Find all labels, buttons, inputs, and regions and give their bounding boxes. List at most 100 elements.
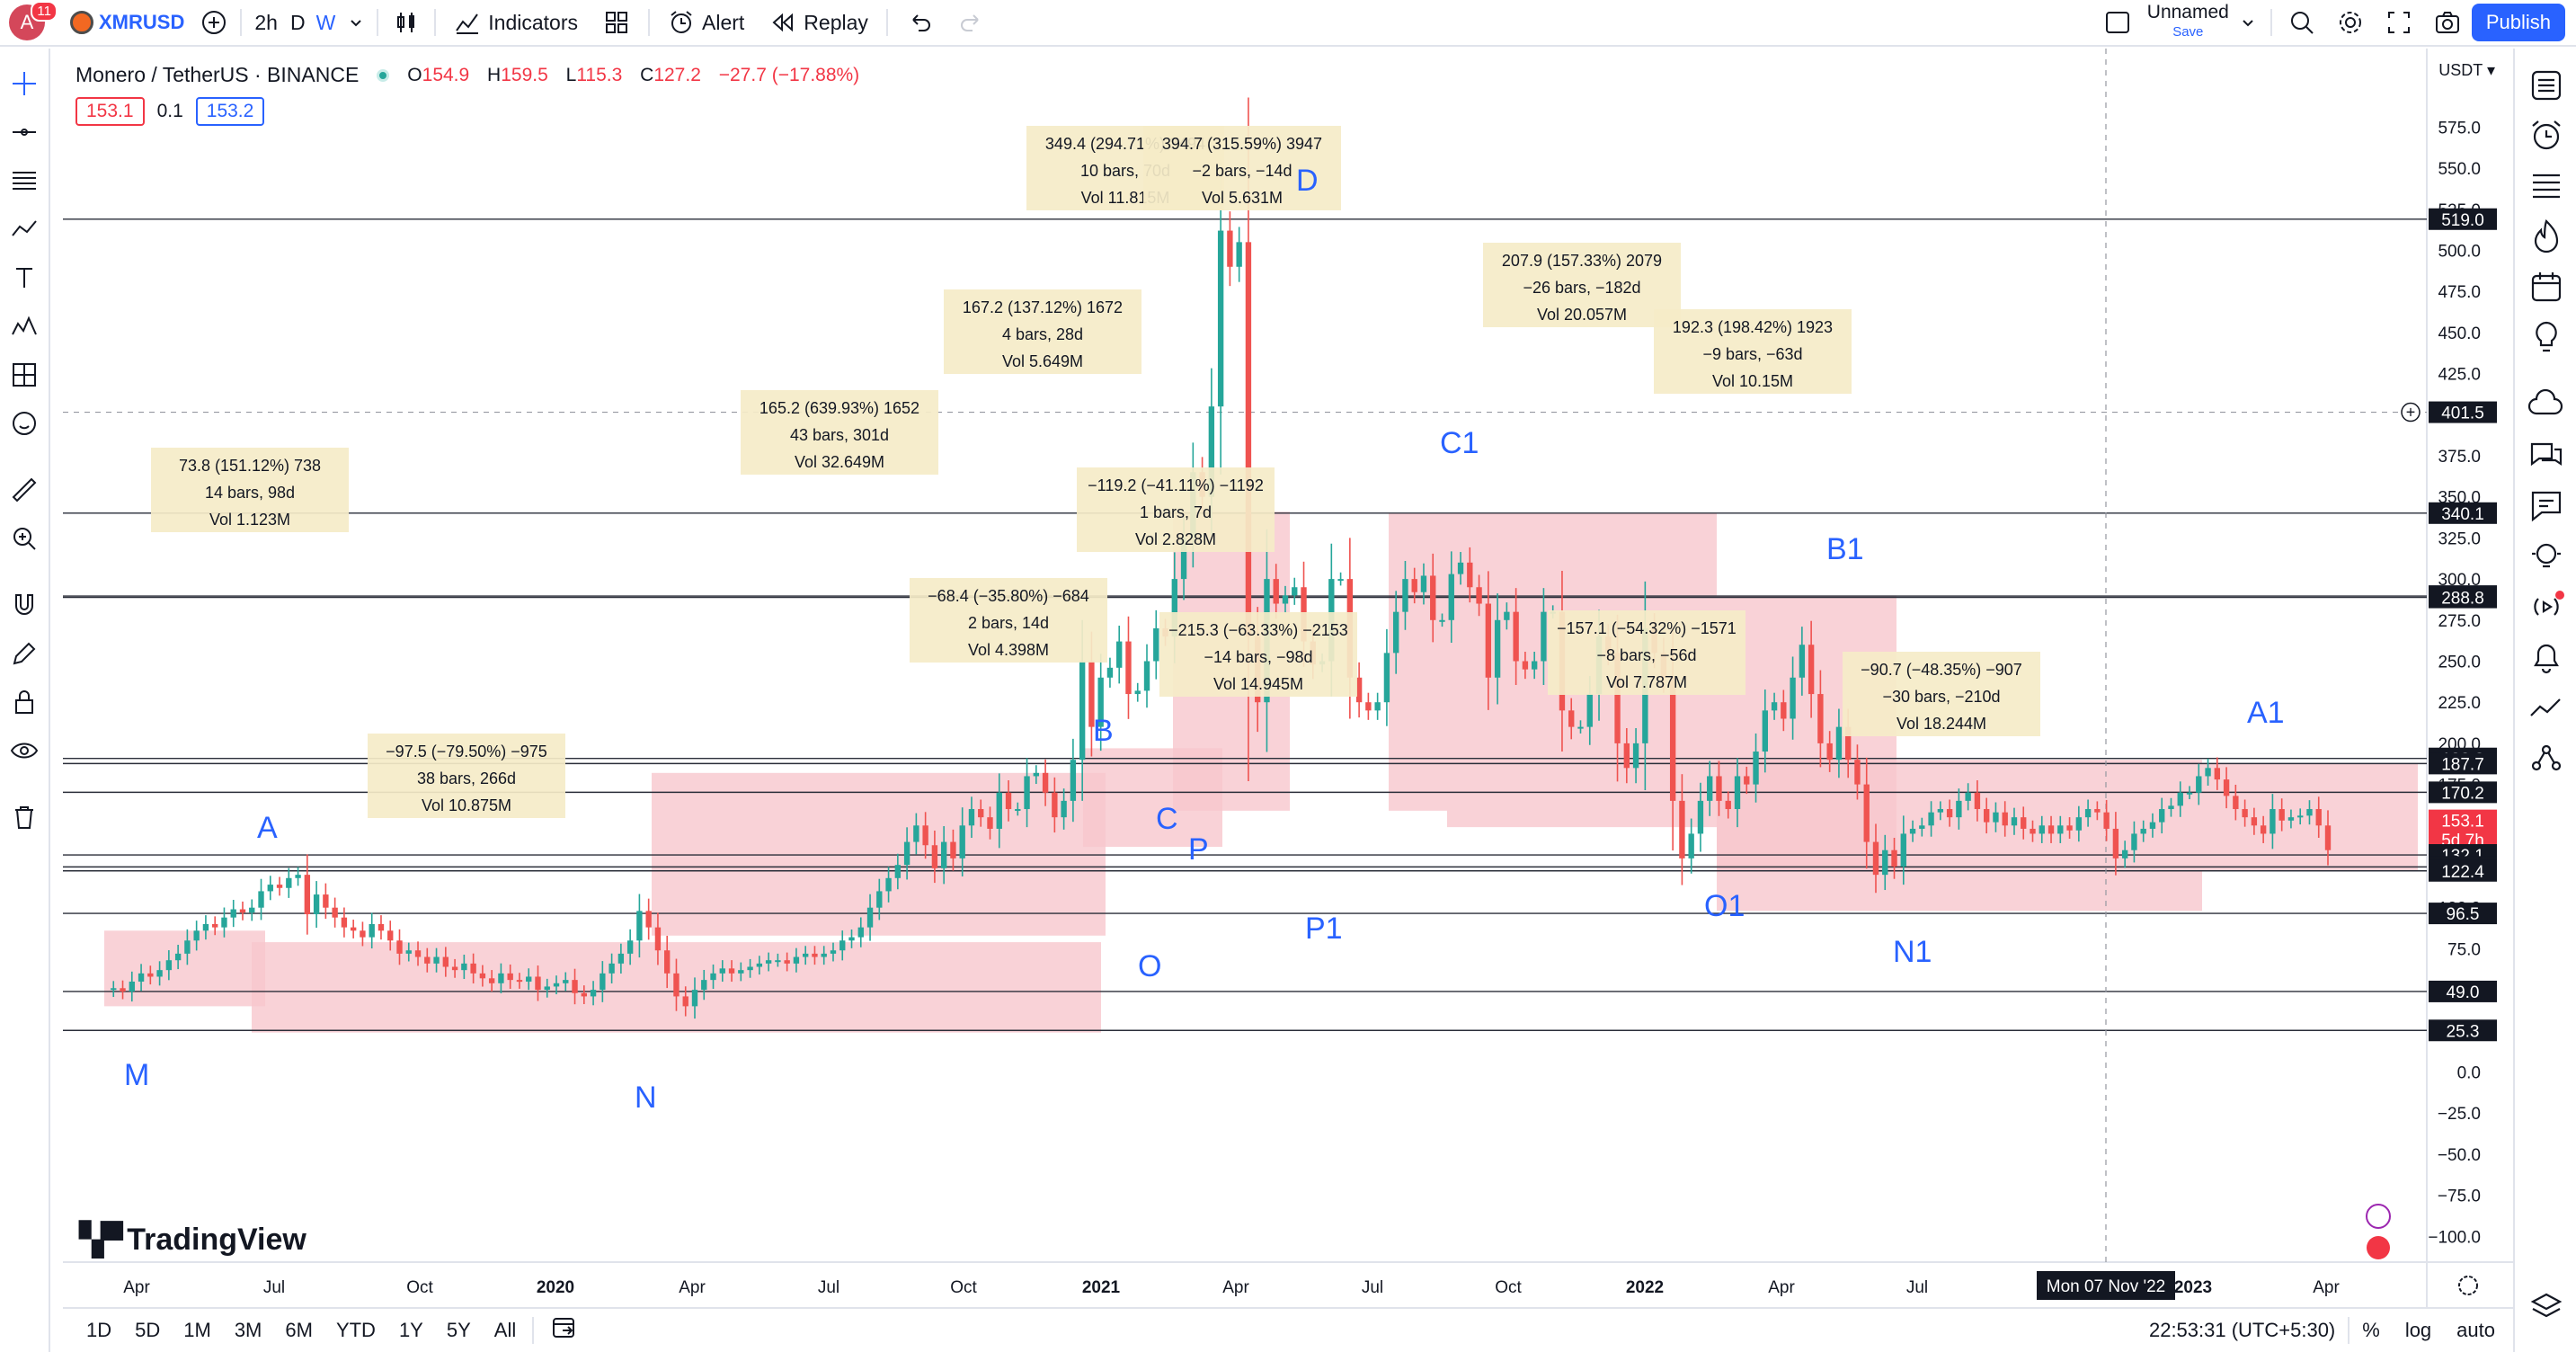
measurement-label[interactable]: 192.3 (198.42%) 1923 −9 bars, −63d Vol 10.… [1654,309,1852,394]
remove-tool[interactable] [7,800,41,834]
replay-button[interactable]: Replay [757,0,881,46]
chats-button[interactable] [2527,387,2565,424]
percent-scale-toggle[interactable]: % [2362,1319,2380,1341]
fib-tool[interactable] [7,164,41,198]
alerts-button[interactable] [2527,117,2565,155]
wave-label-c1[interactable]: C1 [1440,426,1479,460]
help-button[interactable] [2527,538,2565,575]
wave-label-c[interactable]: C [1156,802,1178,836]
range-3m-button[interactable]: 3M [234,1319,262,1341]
flag-us-icon[interactable] [2367,1236,2390,1259]
streams-button[interactable] [2527,437,2565,475]
pattern-tool[interactable] [7,212,41,246]
wave-label-p[interactable]: P [1188,832,1209,867]
snapshot-button[interactable] [2423,0,2472,46]
lightning-icon[interactable] [2366,1204,2391,1229]
wave-label-n1[interactable]: N1 [1893,935,1932,969]
alert-button[interactable]: Alert [655,0,757,46]
search-button[interactable] [2278,0,2326,46]
measurement-label[interactable]: 165.2 (639.93%) 1652 43 bars, 301d Vol 32.… [741,390,938,475]
trendline-tool[interactable] [7,115,41,149]
templates-button[interactable] [591,0,643,46]
wave-label-o1[interactable]: O1 [1704,889,1745,923]
chart-type-button[interactable] [384,0,429,46]
measurement-label[interactable]: −90.7 (−48.35%) −907 −30 bars, −210d Vol 1… [1843,652,2040,736]
range-1y-button[interactable]: 1Y [398,1319,423,1341]
sell-price-button[interactable]: 153.1 [76,97,145,126]
symbol-search-button[interactable]: XMRUSD [61,0,193,46]
indicators-button[interactable]: Indicators [441,0,591,46]
wave-label-d[interactable]: D [1296,164,1319,198]
chart-canvas[interactable]: 73.8 (151.12%) 738 14 bars, 98d Vol 1.123M… [63,49,2513,1307]
calendar-button[interactable] [2527,268,2565,306]
measurement-label[interactable]: 394.7 (315.59%) 3947 −2 bars, −14d Vol 5.6… [1143,126,1341,210]
wave-label-b[interactable]: B [1093,714,1114,748]
layout-select[interactable]: Unnamed Save [2095,0,2265,46]
timezone-clock[interactable]: 22:53:31 (UTC+5:30) [2148,1319,2336,1341]
icon-tool[interactable] [7,406,41,440]
ideas-button[interactable] [2527,318,2565,356]
chart-pane[interactable]: 73.8 (151.12%) 738 14 bars, 98d Vol 1.123M… [63,49,2513,1307]
lock-tool[interactable] [7,685,41,719]
currency-selector[interactable]: USDT ▾ [2438,61,2495,79]
range-5y-button[interactable]: 5Y [446,1319,471,1341]
range-ytd-button[interactable]: YTD [335,1319,376,1341]
hide-tool[interactable] [7,734,41,768]
measurement-label[interactable]: −157.1 (−54.32%) −1571 −8 bars, −56d Vol 7… [1548,610,1745,695]
notifications-button[interactable] [2527,638,2565,676]
goto-date-button[interactable] [552,1316,577,1345]
publish-button[interactable]: Publish [2471,4,2565,41]
interval-d-button[interactable]: D [289,10,306,34]
auto-scale-toggle[interactable]: auto [2456,1319,2495,1341]
wave-label-b1[interactable]: B1 [1826,532,1864,566]
range-all-button[interactable]: All [493,1319,517,1341]
measurement-label[interactable]: −97.5 (−79.50%) −975 38 bars, 266d Vol 10.… [368,734,565,818]
live-button[interactable] [2527,588,2565,626]
interval-dropdown[interactable] [341,0,371,46]
crosshair-tool[interactable] [7,67,41,101]
range-1d-button[interactable]: 1D [86,1319,112,1341]
measure-tool[interactable] [7,473,41,507]
dom-button[interactable] [2527,739,2565,777]
watchlist-button[interactable] [2527,67,2565,104]
settings-button[interactable] [2326,0,2375,46]
zoom-tool[interactable] [7,521,41,556]
user-avatar[interactable]: A 11 [9,1,58,40]
add-alert-icon[interactable] [2401,402,2421,422]
magnet-tool[interactable] [7,588,41,622]
range-5d-button[interactable]: 5D [135,1319,161,1341]
range-1m-button[interactable]: 1M [183,1319,211,1341]
chart-settings-gear-icon[interactable] [2458,1276,2478,1295]
object-tree-button[interactable] [2527,167,2565,205]
layers-button[interactable] [2527,1289,2565,1327]
undo-button[interactable] [893,0,946,46]
fullscreen-button[interactable] [2375,0,2423,46]
messages-button[interactable] [2527,487,2565,525]
prediction-tool[interactable] [7,358,41,392]
measurement-label[interactable]: −119.2 (−41.11%) −1192 1 bars, 7d Vol 2.82… [1077,467,1275,552]
interval-2h-button[interactable]: 2h [254,10,278,34]
stay-drawing-tool[interactable] [7,636,41,671]
measurement-label[interactable]: 167.2 (137.12%) 1672 4 bars, 28d Vol 5.649… [944,289,1141,374]
redo-button[interactable] [946,0,998,46]
hotlists-button[interactable] [2527,218,2565,255]
interval-w-button[interactable]: W [315,10,336,34]
measurement-label[interactable]: −68.4 (−35.80%) −684 2 bars, 14d Vol 4.398… [910,578,1107,663]
measurement-label[interactable]: 207.9 (157.33%) 2079 −26 bars, −182d Vol 2… [1483,243,1681,327]
text-tool[interactable] [7,261,41,295]
wave-label-n[interactable]: N [635,1081,657,1115]
elliott-wave-tool[interactable] [7,309,41,343]
wave-label-a[interactable]: A [257,811,278,845]
symbol-title[interactable]: Monero / TetherUS · BINANCE [76,63,360,86]
measurement-label[interactable]: −215.3 (−63.33%) −2153 −14 bars, −98d Vol … [1159,612,1357,697]
measurement-label[interactable]: 73.8 (151.12%) 738 14 bars, 98d Vol 1.123M [151,448,349,532]
compare-symbol-button[interactable] [193,0,235,46]
wave-label-a1[interactable]: A1 [2247,696,2285,730]
wave-label-p1[interactable]: P1 [1305,912,1343,946]
log-scale-toggle[interactable]: log [2404,1319,2432,1341]
wave-label-m[interactable]: M [124,1058,149,1092]
trading-panel-button[interactable] [2527,689,2565,726]
buy-price-button[interactable]: 153.2 [195,97,265,126]
wave-label-o[interactable]: O [1138,949,1161,983]
range-6m-button[interactable]: 6M [285,1319,313,1341]
